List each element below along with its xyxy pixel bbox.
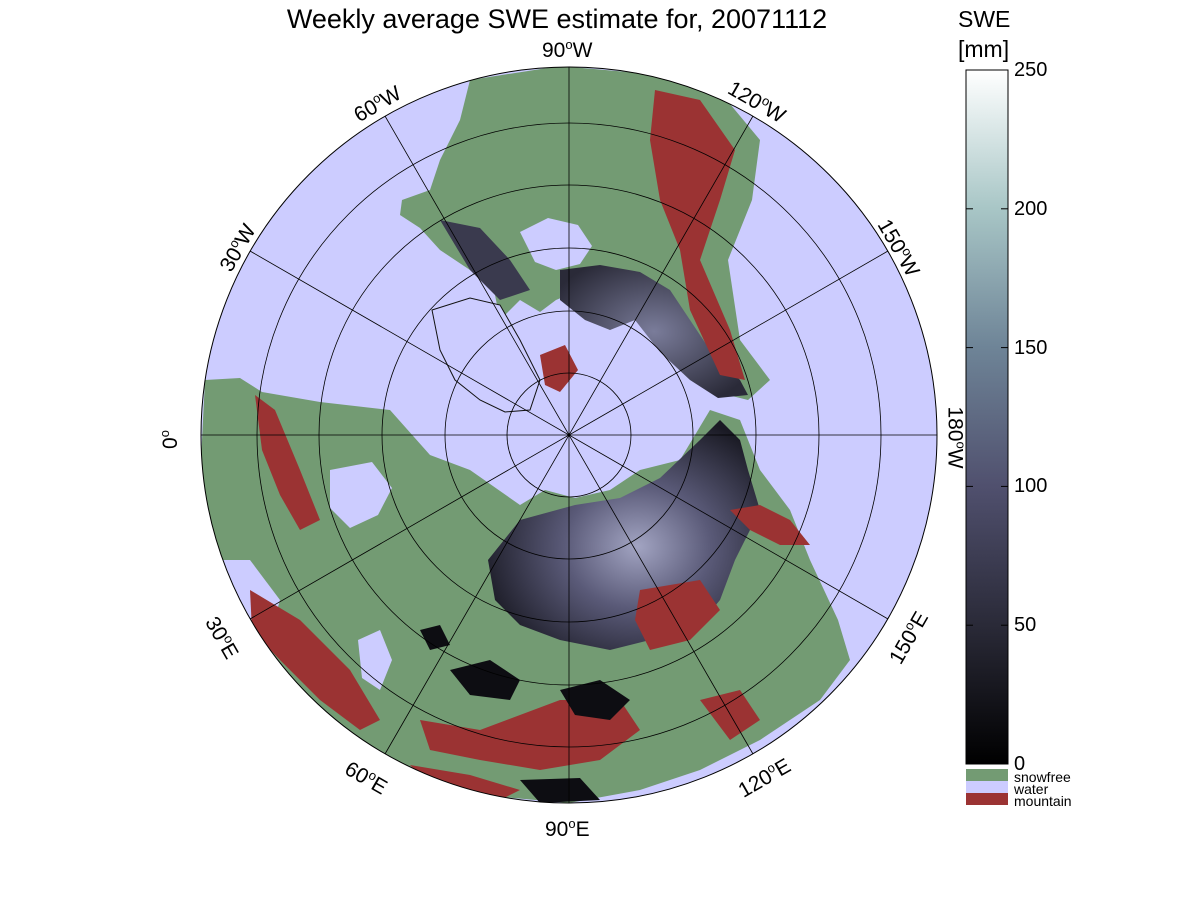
greenland [431,297,541,413]
colorbar-tick-label: 0 [1014,753,1026,775]
colorbar-title: SWE [mm] [958,4,1010,64]
legend-label-mountain: mountain [1014,793,1072,809]
hudson-bay [520,218,592,270]
lon-label-0: 0o [156,430,182,449]
page-title: Weekly average SWE estimate for, 2007111… [286,4,828,34]
caspian-sea [358,630,392,690]
lon-label-90e: 90oE [545,816,590,841]
colorbar-tick-label: 150 [1014,336,1048,359]
shallow-snow-patches [420,625,630,803]
snow-cover-canada-west [440,220,530,300]
colorbar-tick-label: 50 [1014,614,1037,637]
colorbar-title-line1: SWE [958,6,1011,32]
legend-label-water: water [1014,781,1049,797]
graticule [201,67,937,803]
legend-label-snowfree: snowfree [1014,769,1071,785]
snow-cover-canada [560,265,748,398]
baltic-sea [330,462,392,528]
lon-label-180w: 180oW [943,406,969,469]
colorbar-tick-label: 200 [1014,197,1048,220]
map-border [200,66,938,804]
colorbar-tick-label: 100 [1014,475,1048,498]
colorbar-tick-label: 250 [1014,59,1048,81]
colorbar-title-line2: [mm] [958,36,1010,62]
lon-label-90w: 90oW [542,37,593,62]
